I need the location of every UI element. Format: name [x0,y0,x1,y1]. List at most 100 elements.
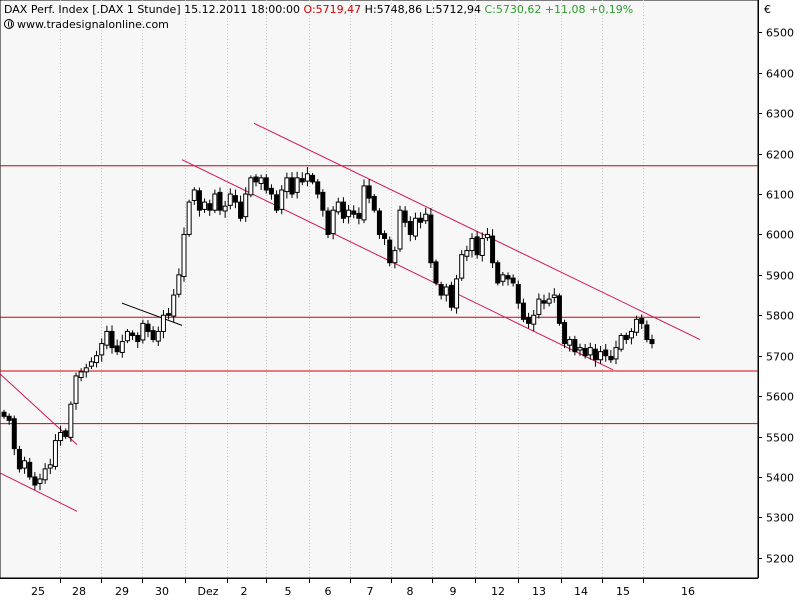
candle-body [109,330,115,349]
candle [412,212,418,241]
candle [310,172,316,185]
candle-body [438,284,444,296]
candle-body [191,189,197,201]
candle-body [397,209,403,250]
candle [623,332,629,344]
candle-body [145,323,151,332]
x-tick-label: 7 [367,585,374,598]
candle-body [217,191,223,211]
candle [320,189,326,217]
candle-body [196,190,202,211]
candle-body [330,209,336,235]
candle [68,401,74,442]
candle-body [104,330,110,346]
candle-body [1,411,7,417]
candle [114,339,120,355]
candle-body [454,278,460,309]
candle-body [135,334,141,343]
y-tick-label: 6100 [766,189,794,202]
candle [258,174,264,190]
candle-body [582,347,588,357]
candle-body [479,237,485,256]
candle [186,199,192,237]
candle [155,326,161,346]
instrument-name: DAX Perf. Index [.DAX 1 Stunde] [4,3,181,16]
candle [428,208,434,268]
candle [42,463,48,484]
candle-body [603,349,609,357]
candle [78,368,84,382]
candle-body [551,294,557,298]
candle-body [628,330,634,339]
candle [469,233,475,258]
candle-body [83,367,89,373]
candle [371,194,377,213]
candle [274,190,280,214]
plot-area [0,0,759,579]
candle-body [587,347,593,356]
candle [484,227,490,241]
candle-body [577,347,583,351]
trend-line [181,159,614,371]
source-line: www.tradesignalonline.com [4,18,169,31]
candle-body [484,233,490,239]
candle [227,188,233,210]
candle [289,172,295,199]
candle-body [94,355,100,364]
candle-body [526,317,532,324]
candle [99,338,105,362]
candle-body [16,448,22,470]
x-tick-label: 6 [325,585,332,598]
candle-body [150,330,156,341]
candle-body [114,345,120,353]
candle [88,357,94,370]
candle-body [207,203,213,211]
y-tick-label: 5600 [766,391,794,404]
x-tick-label: 29 [115,585,129,598]
candle [382,230,388,245]
candle-body [99,343,105,356]
candle [346,204,352,224]
candle [94,350,100,368]
y-tick-label: 5500 [766,432,794,445]
candle-body [88,361,94,367]
candle [407,216,413,242]
currency-label: € [764,3,771,16]
candle-body [263,177,269,191]
candle-body [58,431,64,442]
x-tick-label: 16 [681,585,695,598]
candle [546,292,552,307]
candle [212,189,218,214]
candle [587,342,593,360]
candle [418,212,424,229]
ohlc-open: O:5719,47 [303,3,362,16]
candle [392,246,398,269]
candle [500,272,506,286]
candle-body [258,177,264,185]
x-tick-label: 2 [241,585,248,598]
candle-body [52,440,58,467]
candle [222,200,228,218]
candle [150,326,156,343]
candle-body [171,294,177,317]
horizontal-lines [0,165,758,425]
candle-body [546,298,552,304]
candle-body [299,178,305,183]
candle-body [232,195,238,203]
candle-body [459,254,465,279]
candle-body [37,478,43,484]
candle [196,187,202,217]
candle [130,330,136,340]
candle [248,175,254,198]
ohlc-low: L:5712,94 [425,3,481,16]
x-tick-label: 28 [72,585,86,598]
candle [438,281,444,300]
candle-body [433,261,439,284]
candle [340,197,346,224]
candle-body [22,460,28,469]
candle [202,198,208,214]
candle-body [248,177,254,196]
candle [145,320,151,338]
candle [649,334,655,349]
candle-body [166,313,172,316]
